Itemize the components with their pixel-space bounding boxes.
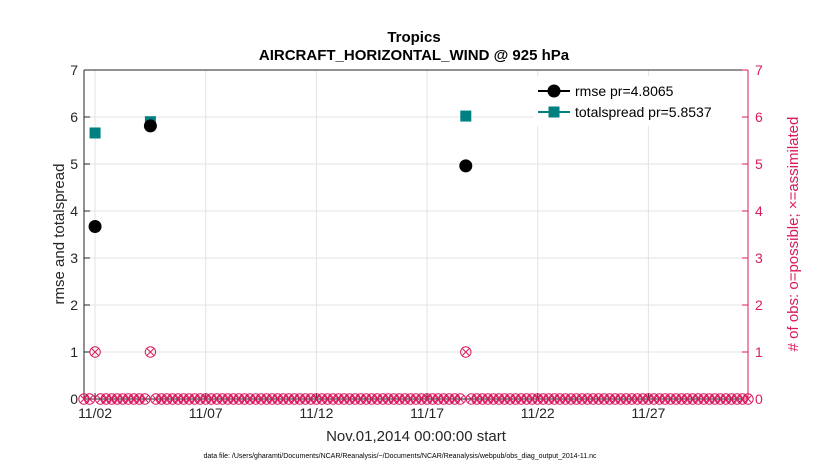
y-right-tick-label: 6 xyxy=(755,109,763,125)
x-tick-label: 11/07 xyxy=(189,405,223,421)
obs-possible-marker xyxy=(742,393,754,405)
obs-possible-marker xyxy=(454,393,466,405)
obs-assimilated-marker xyxy=(461,348,470,356)
x-axis-label: Nov.01,2014 00:00:00 start xyxy=(326,428,507,445)
y-right-tick-label: 4 xyxy=(755,203,763,219)
grid xyxy=(84,70,748,399)
y-right-tick-label: 0 xyxy=(755,391,763,407)
obs-assimilated-marker xyxy=(85,395,94,403)
chart-subtitle: AIRCRAFT_HORIZONTAL_WIND @ 925 hPa xyxy=(259,47,570,64)
y-tick-label: 4 xyxy=(70,203,78,219)
data-file-footnote: data file: /Users/gharamti/Documents/NCA… xyxy=(203,453,597,460)
obs-assimilated-marker xyxy=(140,395,149,403)
x-tick-label: 11/27 xyxy=(631,405,665,421)
obs-assimilated-marker xyxy=(91,348,100,356)
rmse-point xyxy=(88,220,102,234)
y-tick-label: 7 xyxy=(70,62,78,78)
y-axis-label: rmse and totalspread xyxy=(51,164,68,305)
obs-possible-marker xyxy=(83,393,96,405)
obs-possible-marker xyxy=(144,346,157,358)
obs-possible-marker xyxy=(460,346,472,358)
legend-spread-label: totalspread pr=5.8537 xyxy=(575,104,712,120)
y-axis-right-label: # of obs: o=possible; ×=assimilated xyxy=(785,117,802,352)
y-right-tick-label: 1 xyxy=(755,344,763,360)
y-tick-label: 6 xyxy=(70,109,78,125)
rmse-point xyxy=(459,159,473,173)
y-right-tick-label: 2 xyxy=(755,297,763,313)
legend-rmse-marker xyxy=(547,84,561,98)
x-tick-label: 11/12 xyxy=(299,405,333,421)
y-tick-label: 3 xyxy=(70,250,78,266)
y-right-tick-label: 5 xyxy=(755,156,763,172)
obs-possible-marker xyxy=(139,393,151,405)
x-tick-label: 11/22 xyxy=(521,405,555,421)
legend-spread-marker xyxy=(548,106,560,118)
obs-markers xyxy=(78,346,754,405)
y-tick-label: 5 xyxy=(70,156,78,172)
obs-assimilated-marker xyxy=(744,395,752,403)
legend: rmse pr=4.8065 totalspread pr=5.8537 xyxy=(534,76,742,126)
x-tick-label: 11/17 xyxy=(410,405,444,421)
legend-rmse-label: rmse pr=4.8065 xyxy=(575,83,674,99)
y-right-tick-label: 3 xyxy=(755,250,763,266)
obs-assimilated-marker xyxy=(456,395,465,403)
obs-assimilated-marker xyxy=(146,348,155,356)
y-tick-label: 0 xyxy=(70,391,78,407)
y-right-tick-label: 7 xyxy=(755,62,763,78)
y-tick-label: 1 xyxy=(70,344,78,360)
obs-possible-marker xyxy=(89,346,101,358)
totalspread-point xyxy=(89,127,101,139)
totalspread-point xyxy=(460,110,472,122)
series-markers xyxy=(88,110,473,234)
legend-box xyxy=(534,76,742,126)
chart-title: Tropics xyxy=(387,29,440,46)
y-tick-label: 2 xyxy=(70,297,78,313)
rmse-point xyxy=(143,119,157,133)
x-tick-label: 11/02 xyxy=(78,405,112,421)
